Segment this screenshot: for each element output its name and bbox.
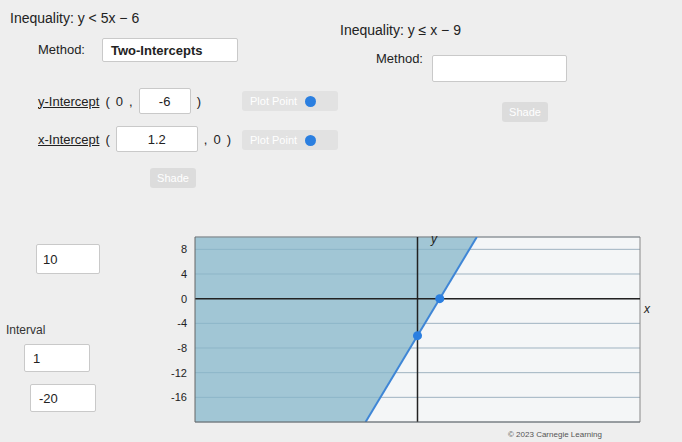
html-text:x: x xyxy=(644,302,650,316)
html-text:Method:: Method: xyxy=(376,51,423,66)
html-text:x-Intercept (: x-Intercept ( xyxy=(38,131,110,147)
html-text:y: y xyxy=(431,232,437,246)
html-text:, 0 ): , 0 ) xyxy=(203,131,231,147)
html-text:Interval: Interval xyxy=(6,323,46,337)
html-text:Two-Intercepts: Two-Intercepts xyxy=(111,42,203,58)
html-text:Inequality: y ≤ x − 9: Inequality: y ≤ x − 9 xyxy=(340,22,461,38)
svg-text:4: 4 xyxy=(181,268,187,280)
html-text:Shade: Shade xyxy=(157,172,189,184)
svg-text:8: 8 xyxy=(181,243,187,255)
svg-text:0: 0 xyxy=(181,293,187,305)
html-text:-6: -6 xyxy=(158,93,171,109)
html-text:1.2: 1.2 xyxy=(147,131,166,147)
html-text:y-Intercept ( 0: y-Intercept ( 0 xyxy=(38,93,123,109)
html-text:10: 10 xyxy=(43,251,58,267)
html-text:-20: -20 xyxy=(39,390,58,406)
svg-text:-8: -8 xyxy=(177,342,187,354)
html-text:Plot Point: Plot Point xyxy=(250,95,298,107)
html-text:Shade: Shade xyxy=(509,106,541,118)
html-text:1: 1 xyxy=(33,350,41,366)
html-text:Inequality: y < 5x − 6: Inequality: y < 5x − 6 xyxy=(10,10,140,26)
html-text:Method:: Method: xyxy=(38,42,85,57)
svg-text:-12: -12 xyxy=(171,367,187,379)
html-text:© 2023 Carnegie Learning: © 2023 Carnegie Learning xyxy=(508,430,602,439)
html-text:Plot Point: Plot Point xyxy=(250,134,298,146)
svg-text:-4: -4 xyxy=(177,317,187,329)
svg-text:-16: -16 xyxy=(171,391,187,403)
